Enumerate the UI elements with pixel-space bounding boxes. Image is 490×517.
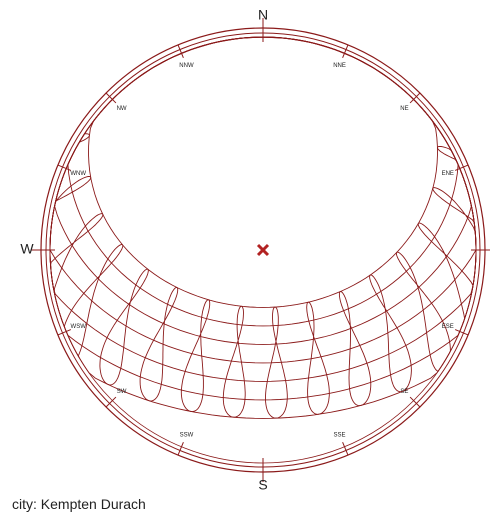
analemma	[180, 299, 211, 413]
day-path	[49, 36, 477, 419]
analemma	[395, 251, 451, 372]
compass-label: NW	[117, 106, 127, 112]
compass-tick	[409, 92, 421, 104]
compass-label: W	[20, 241, 34, 257]
compass-label: NNW	[179, 63, 194, 69]
caption: city: Kempten Durach	[12, 496, 146, 512]
compass-label: ENE	[442, 171, 454, 177]
analemma	[265, 306, 288, 419]
compass-tick	[454, 329, 469, 336]
analemma	[99, 268, 149, 386]
analemma	[338, 291, 372, 407]
analemma	[49, 176, 92, 287]
analemma	[222, 305, 246, 418]
day-path	[49, 36, 477, 401]
compass-tick	[177, 44, 184, 59]
analemma	[63, 244, 124, 359]
compass-label: S	[258, 477, 267, 493]
compass-tick	[409, 396, 421, 408]
compass-label: ESE	[442, 324, 454, 330]
compass-label: NNE	[333, 63, 346, 69]
day-path	[49, 36, 477, 382]
compass-tick	[57, 164, 72, 171]
compass-label: SW	[117, 389, 127, 395]
analemma	[417, 222, 474, 337]
compass-label: WSW	[71, 324, 87, 330]
compass-label: N	[258, 7, 268, 23]
day-path	[88, 36, 438, 308]
analemma	[306, 301, 330, 415]
compass-label: SE	[400, 389, 408, 395]
compass-tick	[105, 396, 117, 408]
compass-label: WNW	[70, 171, 86, 177]
day-path	[67, 36, 459, 327]
compass-tick	[342, 441, 349, 456]
compass-tick	[105, 92, 117, 104]
compass-label: SSW	[180, 432, 194, 438]
compass-label: SSE	[334, 432, 346, 438]
compass-tick	[342, 44, 349, 59]
compass-tick	[177, 441, 184, 456]
analemma	[369, 274, 412, 393]
compass-tick	[454, 164, 469, 171]
compass-label: NE	[400, 106, 408, 112]
compass-tick	[57, 329, 72, 336]
analemma	[139, 286, 179, 402]
center-mark	[256, 243, 270, 257]
analemma	[50, 213, 104, 324]
analemma	[49, 133, 90, 247]
